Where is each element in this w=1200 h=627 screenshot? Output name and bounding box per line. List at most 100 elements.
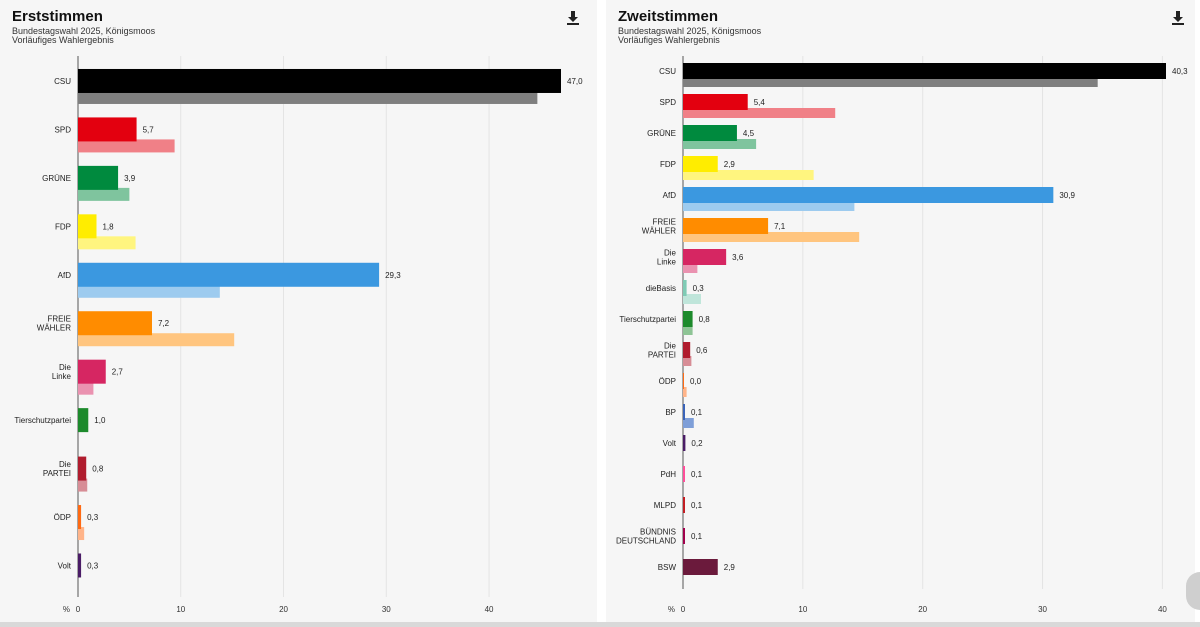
bar-previous [78, 236, 136, 250]
x-unit-label: % [63, 605, 70, 614]
data-label: 0,1 [691, 408, 703, 417]
x-tick-label: 10 [176, 605, 185, 614]
category-label: GRÜNE [647, 129, 676, 138]
category-label: MLPD [654, 501, 676, 510]
bar-previous [683, 232, 860, 242]
bar-current [683, 280, 687, 296]
category-label: Volt [663, 439, 677, 448]
data-label: 47,0 [567, 77, 583, 86]
bar-current [78, 456, 87, 481]
bar-current [683, 497, 685, 513]
bar-previous [683, 108, 836, 118]
bar-current [683, 435, 686, 451]
x-tick-label: 20 [918, 605, 927, 614]
data-label: 3,6 [732, 253, 744, 262]
data-label: 0,1 [691, 501, 703, 510]
category-label: AfD [58, 271, 72, 280]
category-label: FREIE WÄHLER [642, 218, 676, 236]
data-label: 0,8 [92, 465, 104, 474]
bar-previous [78, 381, 94, 395]
category-label: Die PARTEI [648, 342, 677, 360]
category-label: Die PARTEI [43, 460, 72, 478]
bar-previous [683, 387, 687, 397]
bar-previous [78, 90, 538, 104]
data-label: 1,8 [102, 222, 114, 231]
bar-current [683, 125, 737, 141]
data-label: 0,0 [690, 377, 702, 386]
category-label: Die Linke [657, 249, 677, 267]
category-label: dieBasis [646, 284, 676, 293]
data-label: 0,3 [87, 513, 99, 522]
data-label: 29,3 [385, 271, 401, 280]
data-label: 0,1 [691, 470, 703, 479]
bar-current [683, 559, 718, 575]
data-label: 0,6 [696, 346, 708, 355]
x-tick-label: 20 [279, 605, 288, 614]
bar-current [78, 359, 106, 384]
bar-previous [78, 187, 130, 201]
data-label: 40,3 [1172, 67, 1188, 76]
data-label: 7,1 [774, 222, 786, 231]
category-label: GRÜNE [42, 174, 71, 183]
data-label: 1,0 [94, 416, 106, 425]
download-icon[interactable] [567, 11, 579, 25]
x-tick-label: 10 [798, 605, 807, 614]
bar-current [78, 311, 152, 336]
bar-current [683, 528, 685, 544]
x-tick-label: 40 [1158, 605, 1167, 614]
bar-current [683, 342, 691, 358]
category-label: CSU [54, 77, 71, 86]
category-label: AfD [663, 191, 677, 200]
chart-plot-erststimmen: 0 10 20 30 40% 47,0 CSU 5,7 SPD 3,9 GRÜNE 1,8 FDP 29,… [14, 56, 583, 614]
bar-current [78, 117, 137, 142]
bar-previous [683, 201, 855, 211]
bar-previous [683, 356, 692, 366]
x-tick-label: 30 [382, 605, 391, 614]
bar-previous [78, 527, 85, 541]
bar-current [683, 218, 769, 234]
x-tick-label: 30 [1038, 605, 1047, 614]
bar-previous [683, 294, 701, 304]
bar-previous [683, 139, 757, 149]
scroll-handle[interactable] [1186, 572, 1200, 610]
bar-previous [683, 77, 1098, 87]
bar-previous [78, 478, 88, 492]
bar-previous [683, 325, 693, 335]
category-label: Volt [58, 561, 72, 570]
bar-current [683, 373, 684, 389]
data-label: 0,1 [691, 532, 703, 541]
category-label: SPD [660, 98, 677, 107]
category-label: FREIE WÄHLER [37, 315, 71, 333]
x-tick-label: 0 [681, 605, 686, 614]
data-label: 2,7 [112, 368, 124, 377]
chart-plot-zweitstimmen: 0 10 20 30 40% 40,3 CSU 5,4 SPD 4,5 GRÜNE 2,9 FDP 30,… [616, 56, 1188, 614]
bar-current [683, 63, 1166, 79]
data-label: 3,9 [124, 174, 136, 183]
bar-current [78, 68, 561, 93]
bar-current [683, 156, 718, 172]
chart-subtitle: Bundestagswahl 2025, Königsmoos [618, 26, 762, 36]
data-label: 2,9 [724, 160, 736, 169]
chart-panel-erststimmen: Erststimmen Bundestagswahl 2025, Königsm… [0, 0, 597, 622]
bar-current [683, 94, 748, 110]
data-label: 5,4 [754, 98, 766, 107]
bar-current [683, 187, 1054, 203]
category-label: Tierschutzpartei [619, 315, 676, 324]
category-label: ÖDP [659, 377, 676, 386]
bar-current [683, 404, 685, 420]
x-unit-label: % [668, 605, 675, 614]
download-icon[interactable] [1172, 11, 1184, 25]
category-label: FDP [55, 222, 71, 231]
chart-panel-zweitstimmen: Zweitstimmen Bundestagswahl 2025, Königs… [606, 0, 1195, 622]
data-label: 7,2 [158, 319, 170, 328]
bar-previous [683, 263, 698, 273]
category-label: Tierschutzpartei [14, 416, 71, 425]
category-label: BP [665, 408, 676, 417]
chart-title: Erststimmen [12, 8, 103, 25]
data-label: 0,3 [693, 284, 705, 293]
x-tick-label: 0 [76, 605, 81, 614]
category-label: ÖDP [54, 513, 71, 522]
chart-subtitle-2: Vorläufiges Wahlergebnis [618, 35, 720, 45]
chart-subtitle: Bundestagswahl 2025, Königsmoos [12, 26, 156, 36]
category-label: BSW [658, 563, 677, 572]
